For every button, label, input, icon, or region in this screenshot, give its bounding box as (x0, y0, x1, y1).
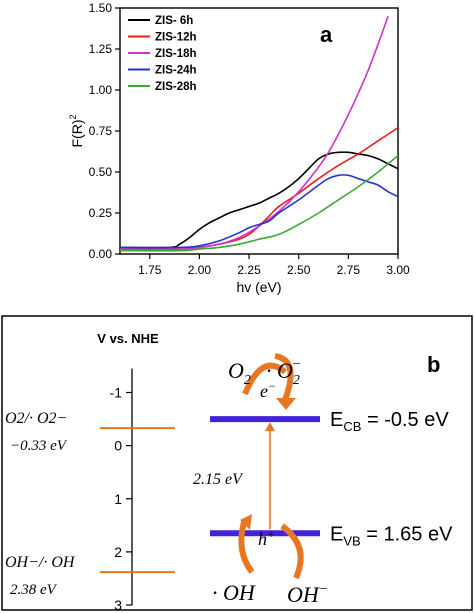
legend-entry: ZIS- 6h (155, 15, 193, 27)
legend: ZIS- 6h ZIS-12h ZIS-18h ZIS-24h ZIS-28h (128, 15, 197, 93)
panel-a-line-chart: 1.75 2.00 2.25 2.50 2.75 3.00 0.00 0.25 0.50 0.75… (68, 1, 410, 295)
plot-area-frame (119, 7, 399, 255)
x-axis-label: hv (eV) (236, 279, 281, 295)
y-axis-label: F(R)2 (68, 114, 85, 147)
y-tick-label: 1.25 (89, 42, 113, 56)
y-tick-label: 0.75 (89, 124, 113, 138)
reaction-arrows: 2.15 eV O2 · O2−e− h+ · OH OH− (193, 353, 328, 607)
band-edge-label: EVB = 1.65 eV (330, 523, 453, 548)
x-tick-label: 2.00 (188, 263, 212, 277)
redox-reference-levels: O2/· O2− −0.33 eV OH−/· OH 2.38 eV (5, 410, 175, 598)
x-tick-label: 2.25 (237, 263, 261, 277)
potential-tick-label: 2 (114, 544, 122, 560)
legend-entry: ZIS-18h (155, 48, 197, 60)
reference-potential-label: −0.33 eV (10, 438, 68, 454)
vb-hole: h+ (258, 527, 275, 549)
x-tick-label: 1.75 (138, 263, 162, 277)
panel-label-a: a (320, 22, 333, 47)
reference-species-label: O2/· O2− (5, 410, 67, 427)
series-line-zis-24h (120, 174, 398, 249)
band-edge-label: ECB = -0.5 eV (330, 409, 449, 434)
legend-entry: ZIS-12h (155, 32, 197, 44)
legend-entry: ZIS-28h (155, 81, 197, 93)
y-tick-label: 1.50 (89, 1, 113, 15)
cb-electron: e− (260, 379, 276, 401)
potential-axis-title: V vs. NHE (97, 331, 159, 346)
panel-b-frame (1, 315, 473, 611)
potential-tick-label: 1 (114, 491, 122, 507)
series-line-zis-28h (120, 154, 398, 252)
potential-tick-label: 3 (114, 597, 122, 613)
reference-potential-label: 2.38 eV (10, 582, 58, 598)
y-tick-label: 0.25 (89, 206, 113, 220)
series-layer (120, 15, 398, 252)
band-gap-arrowhead (265, 422, 275, 432)
cb-product-superoxide: · O2− (266, 357, 301, 388)
band-edges: ECB = -0.5 eV EVB = 1.65 eV (210, 409, 453, 548)
vb-product-hydroxyl-radical: · OH (212, 580, 256, 605)
vb-reactant-hydroxide: OH− (287, 582, 328, 607)
y-tick-label: 1.00 (89, 83, 113, 97)
cb-reaction-arrowhead (276, 398, 296, 410)
legend-entry: ZIS-24h (155, 65, 197, 77)
x-tick-label: 2.75 (337, 263, 361, 277)
potential-tick-label: 0 (114, 438, 122, 454)
panel-b-band-diagram: b V vs. NHE -1 0 1 2 3 O2/· O2− −0.33 eV OH−/·… (1, 315, 473, 613)
vb-reaction-arc-right (280, 523, 304, 580)
vb-reaction-arc-left (238, 521, 255, 574)
potential-tick-label: -1 (110, 385, 123, 401)
reference-species-label: OH−/· OH (5, 554, 76, 571)
axis-ticks: 1.75 2.00 2.25 2.50 2.75 3.00 0.00 0.25 0.50 0.75… (89, 1, 410, 277)
cb-reaction-arc-right (274, 353, 294, 402)
series-line-zis-18h (120, 15, 389, 250)
y-tick-label: 0.50 (89, 165, 113, 179)
cb-reactant-o2: O2 (228, 358, 251, 388)
y-tick-label: 0.00 (89, 247, 113, 261)
x-tick-label: 3.00 (386, 263, 410, 277)
band-gap-label: 2.15 eV (193, 471, 244, 488)
panel-label-b: b (427, 352, 440, 377)
x-tick-label: 2.50 (287, 263, 311, 277)
vb-reaction-arrowhead (240, 514, 252, 530)
potential-axis: -1 0 1 2 3 (110, 368, 133, 613)
cb-reaction-arc-left (242, 362, 287, 396)
